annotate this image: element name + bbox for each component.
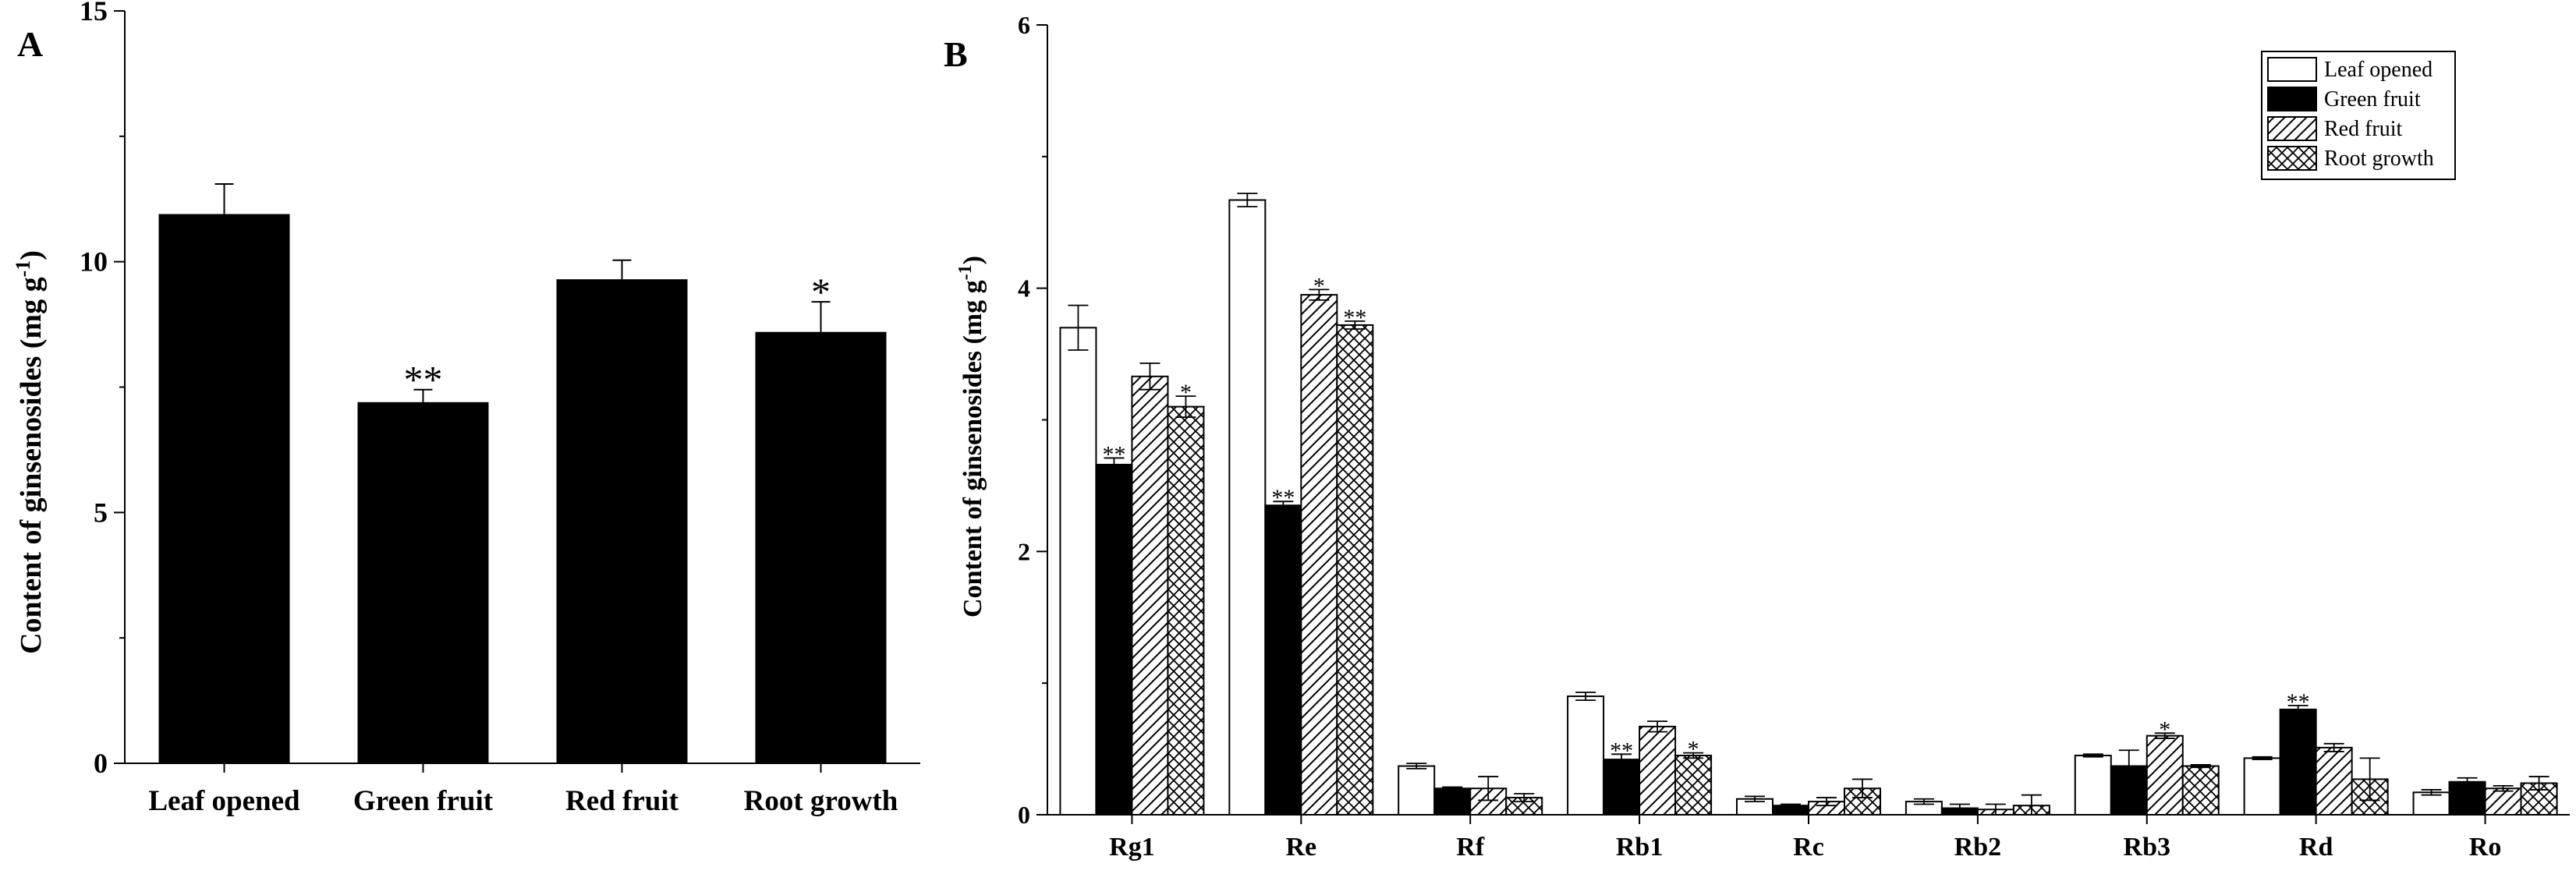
panel-b-x-tick-label: Ro — [2469, 833, 2502, 862]
panel-a-y-axis-title: Content of ginsenosides (mg g-1) — [12, 250, 48, 654]
panel-b-significance-mark: ** — [1610, 738, 1633, 763]
panel-b-legend-label: Leaf opened — [2324, 58, 2432, 82]
panel-b-x-tick-label: Rb1 — [1616, 833, 1663, 862]
panel-b-letter: B — [944, 34, 968, 74]
panel-a-x-tick-label: Red fruit — [565, 785, 679, 817]
panel-b-significance-mark: * — [1688, 737, 1699, 763]
panel-b-significance-mark: ** — [1271, 485, 1295, 511]
panel-b-bar — [1674, 755, 1713, 816]
panel-b-significance-mark: * — [2159, 717, 2170, 742]
panel-b-x-tick-label: Re — [1286, 833, 1317, 862]
panel-a-chart: A Content of ginsenosides (mg g-1) 0 5 10 1… — [12, 0, 920, 817]
panel-a-significance-mark: ** — [404, 358, 443, 402]
panel-a-x-tick-label: Root growth — [744, 785, 898, 817]
panel-b-bar — [2243, 757, 2281, 816]
panel-a-y-tick-label: 10 — [80, 246, 108, 278]
panel-b-bar — [1095, 463, 1133, 816]
panel-b-bar — [2315, 746, 2353, 816]
panel-b-x-tick-label: Rf — [1456, 833, 1485, 862]
panel-b-bar — [1228, 199, 1267, 816]
panel-b-chart: B Content of ginsenosides (mg g-1) 0 2 4 6 *… — [944, 11, 2570, 862]
panel-b-y-tick-label: 6 — [1018, 11, 1030, 39]
panel-b-legend-swatch — [2267, 146, 2317, 171]
panel-b-bar — [1567, 695, 1605, 816]
panel-b-bar — [1300, 294, 1338, 816]
panel-a-x-tick-label: Green fruit — [353, 785, 494, 817]
panel-a-y-tick-label: 15 — [80, 0, 108, 27]
panel-a-significance-mark: * — [811, 270, 831, 313]
panel-b-bar — [1131, 375, 1169, 816]
panel-a-y-tick-label: 5 — [94, 497, 108, 528]
panel-b-y-tick-label: 0 — [1018, 801, 1030, 829]
panel-b-legend-label: Root growth — [2324, 147, 2434, 171]
panel-a-y-tick-label: 0 — [94, 748, 108, 779]
panel-b-y-tick-label: 4 — [1018, 274, 1030, 303]
panel-b-x-tick-label: Rd — [2299, 833, 2333, 862]
panel-b-bar — [1639, 725, 1677, 816]
panel-b-bar — [2484, 787, 2522, 816]
panel-b-bar — [1433, 787, 1472, 816]
panel-b-bar — [2181, 765, 2220, 816]
panel-b-bar — [2448, 780, 2486, 816]
panel-b-significance-mark: ** — [1343, 305, 1366, 331]
panel-b-significance-mark: * — [1180, 380, 1192, 405]
panel-b-legend-label: Green fruit — [2324, 87, 2421, 111]
panel-b-x-tick-label: Rg1 — [1109, 833, 1155, 862]
panel-b-legend-swatch — [2267, 116, 2317, 141]
panel-b-legend-label: Red fruit — [2324, 117, 2403, 141]
panel-a-bar — [357, 402, 489, 763]
panel-b-bar — [1059, 327, 1097, 816]
panel-b-significance-mark: ** — [2287, 689, 2310, 715]
panel-b-bar — [2412, 791, 2450, 816]
panel-a-bar — [755, 331, 887, 763]
panel-b-bar — [1336, 324, 1374, 816]
panel-b-legend-swatch — [2267, 57, 2317, 82]
panel-b-x-tick-label: Rb3 — [2124, 833, 2170, 862]
panel-b-bar — [2074, 755, 2112, 816]
panel-a-bar — [158, 214, 290, 763]
panel-b-legend-swatch — [2267, 87, 2317, 111]
panel-b-x-tick-label: Rb2 — [1954, 833, 2001, 862]
panel-b-y-axis-title: Content of ginsenosides (mg g-1) — [955, 256, 987, 617]
panel-a-x-tick-label: Leaf opened — [148, 785, 300, 817]
panel-b-y-tick-label: 2 — [1018, 537, 1030, 565]
panel-b-legend: Leaf opened Green fruit Red fruit Root grow… — [2261, 51, 2456, 180]
panel-a-bar — [556, 279, 688, 763]
panel-b-bar — [1264, 504, 1302, 816]
panel-a-letter: A — [17, 24, 43, 64]
panel-b-significance-mark: ** — [1102, 441, 1125, 467]
panel-b-bar — [1398, 765, 1436, 816]
panel-b-bar — [1603, 759, 1641, 816]
panel-b-x-tick-label: Rc — [1793, 833, 1824, 862]
panel-b-bar — [2145, 734, 2184, 816]
panel-b-significance-mark: * — [1313, 273, 1325, 299]
panel-b-bar — [1167, 405, 1205, 816]
panel-b-bar — [2279, 708, 2317, 816]
